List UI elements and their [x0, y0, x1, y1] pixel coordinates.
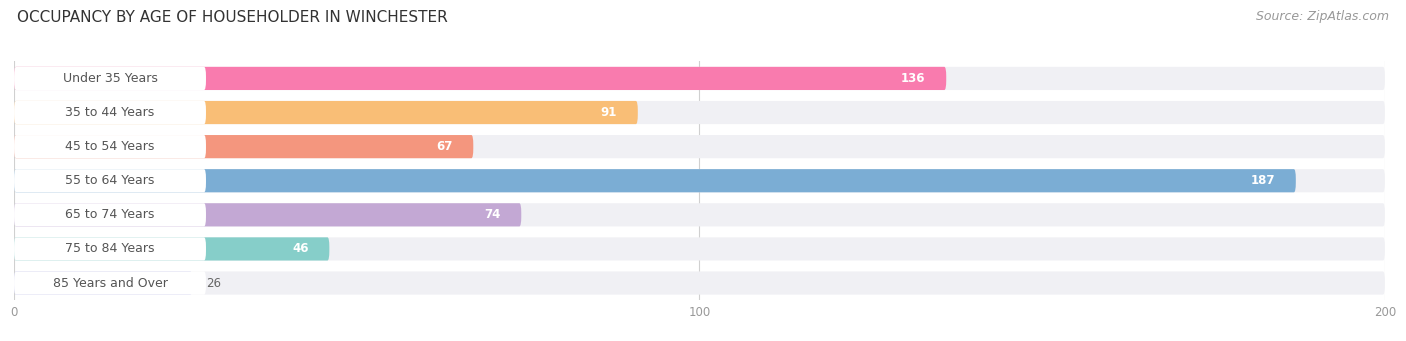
- Text: OCCUPANCY BY AGE OF HOUSEHOLDER IN WINCHESTER: OCCUPANCY BY AGE OF HOUSEHOLDER IN WINCH…: [17, 10, 447, 25]
- FancyBboxPatch shape: [14, 101, 1385, 124]
- FancyBboxPatch shape: [14, 135, 474, 158]
- FancyBboxPatch shape: [14, 237, 207, 261]
- FancyBboxPatch shape: [14, 203, 1385, 226]
- FancyBboxPatch shape: [14, 101, 638, 124]
- Text: 46: 46: [292, 242, 309, 255]
- FancyBboxPatch shape: [14, 203, 522, 226]
- FancyBboxPatch shape: [14, 67, 207, 90]
- Text: 187: 187: [1251, 174, 1275, 187]
- Text: 85 Years and Over: 85 Years and Over: [52, 277, 167, 290]
- FancyBboxPatch shape: [14, 169, 1385, 192]
- FancyBboxPatch shape: [14, 67, 1385, 90]
- FancyBboxPatch shape: [14, 67, 946, 90]
- Text: 67: 67: [436, 140, 453, 153]
- Text: 45 to 54 Years: 45 to 54 Years: [65, 140, 155, 153]
- FancyBboxPatch shape: [14, 101, 207, 124]
- Text: 35 to 44 Years: 35 to 44 Years: [66, 106, 155, 119]
- FancyBboxPatch shape: [14, 169, 207, 192]
- Text: 91: 91: [600, 106, 617, 119]
- FancyBboxPatch shape: [14, 203, 207, 226]
- FancyBboxPatch shape: [14, 271, 193, 295]
- Text: 75 to 84 Years: 75 to 84 Years: [65, 242, 155, 255]
- Text: 65 to 74 Years: 65 to 74 Years: [65, 208, 155, 221]
- FancyBboxPatch shape: [14, 169, 1296, 192]
- Text: 26: 26: [207, 277, 221, 290]
- Text: Source: ZipAtlas.com: Source: ZipAtlas.com: [1256, 10, 1389, 23]
- FancyBboxPatch shape: [14, 271, 1385, 295]
- Text: 74: 74: [484, 208, 501, 221]
- Text: 55 to 64 Years: 55 to 64 Years: [65, 174, 155, 187]
- FancyBboxPatch shape: [14, 271, 207, 295]
- FancyBboxPatch shape: [14, 135, 207, 158]
- FancyBboxPatch shape: [14, 237, 1385, 261]
- FancyBboxPatch shape: [14, 237, 329, 261]
- Text: Under 35 Years: Under 35 Years: [63, 72, 157, 85]
- FancyBboxPatch shape: [14, 135, 1385, 158]
- Text: 136: 136: [901, 72, 925, 85]
